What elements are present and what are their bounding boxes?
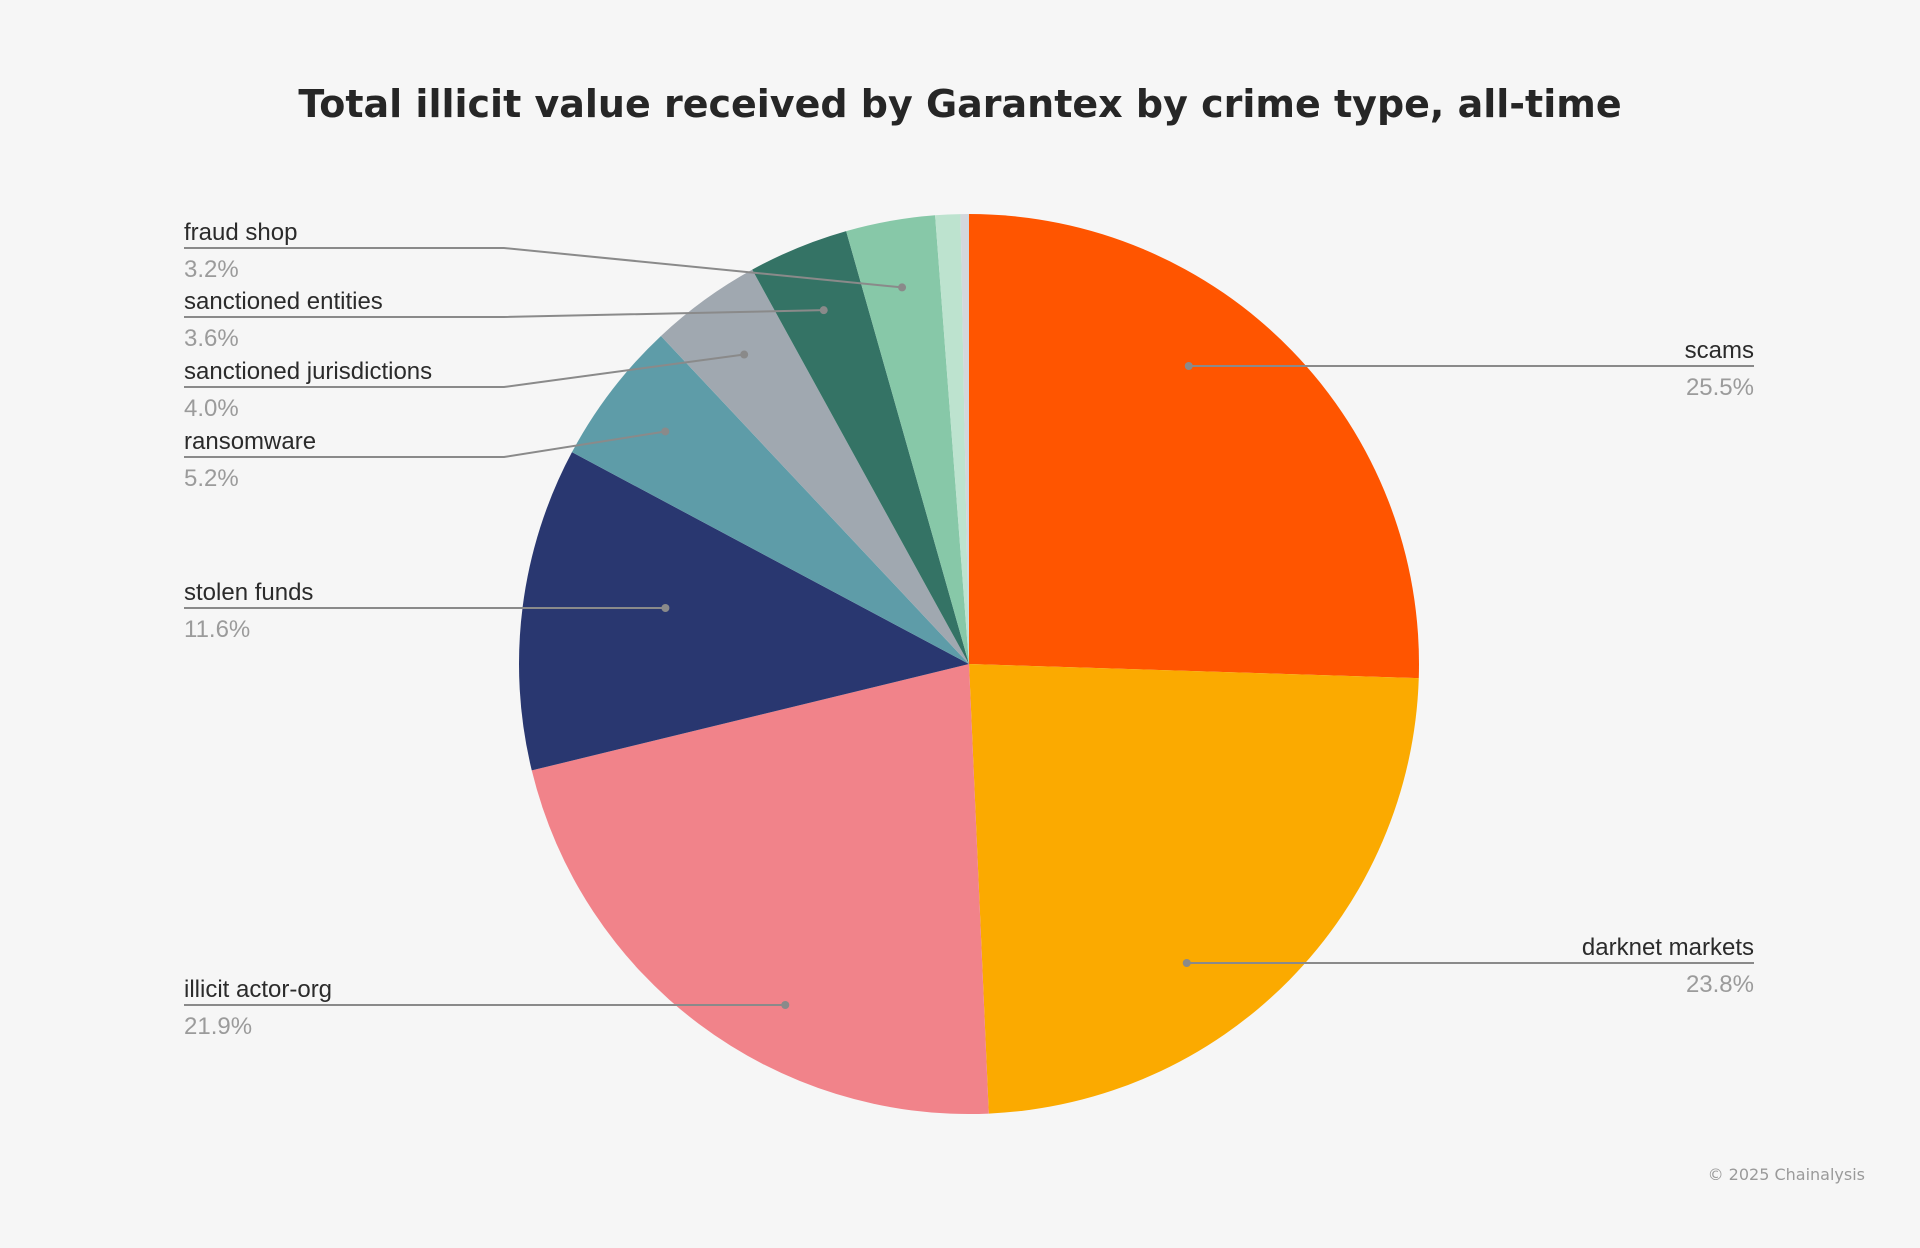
leader-lines <box>184 247 1754 1009</box>
slice-percent-sanctioned-jurisdictions: 4.0% <box>184 395 239 422</box>
slice-percent-sanctioned-entities: 3.6% <box>184 325 239 352</box>
pie-slices <box>519 214 1419 1114</box>
pie-slice-unlabeled-8 <box>935 214 969 664</box>
chart-title: Total illicit value received by Garantex… <box>298 82 1622 126</box>
slice-labels: scams 25.5% darknet markets 23.8% illicit ac… <box>184 219 1754 1040</box>
slice-label-fraud-shop: fraud shop <box>184 219 297 246</box>
slice-label-sanctioned-entities: sanctioned entities <box>184 288 383 315</box>
slice-percent-fraud-shop: 3.2% <box>184 256 239 283</box>
leader-dot-sanctioned-entities <box>819 306 828 315</box>
leader-dot-sanctioned-jurisdictions <box>740 350 749 359</box>
pie-slice-sanctioned-entities <box>752 231 969 664</box>
slice-percent-illicit-actor-org: 21.9% <box>184 1013 252 1040</box>
leader-dot-darknet-markets <box>1182 959 1191 967</box>
pie-slice-unlabeled-9 <box>960 214 969 664</box>
leader-dot-fraud-shop <box>898 283 907 292</box>
pie-slice-scams <box>969 214 1419 679</box>
leader-dot-stolen-funds <box>661 604 670 612</box>
leader-line-sanctioned-jurisdictions <box>184 353 745 388</box>
leader-dot-illicit-actor-org <box>781 1001 790 1009</box>
leader-line-fraud-shop <box>184 247 903 289</box>
pie-slice-ransomware <box>571 335 969 664</box>
pie-slice-stolen-funds <box>519 452 969 771</box>
slice-label-illicit-actor-org: illicit actor-org <box>184 976 332 1003</box>
slice-percent-darknet-markets: 23.8% <box>1686 971 1754 998</box>
pie-slice-illicit-actor-org <box>531 664 989 1114</box>
slice-label-darknet-markets: darknet markets <box>1582 934 1754 961</box>
leader-dot-ransomware <box>661 427 670 436</box>
slice-label-sanctioned-jurisdictions: sanctioned jurisdictions <box>184 358 432 385</box>
slice-label-stolen-funds: stolen funds <box>184 579 313 606</box>
copyright-credit: © 2025 Chainalysis <box>1707 1165 1865 1184</box>
slice-label-ransomware: ransomware <box>184 428 316 455</box>
pie-slice-darknet-markets <box>969 664 1419 1114</box>
slice-percent-ransomware: 5.2% <box>184 465 239 492</box>
leader-line-sanctioned-entities <box>184 309 824 318</box>
slice-percent-stolen-funds: 11.6% <box>184 616 250 643</box>
slice-percent-scams: 25.5% <box>1686 374 1754 401</box>
pie-slice-sanctioned-jurisdictions <box>660 269 969 664</box>
slice-label-scams: scams <box>1685 337 1754 364</box>
leader-line-ransomware <box>184 430 666 458</box>
leader-dot-scams <box>1184 362 1193 370</box>
pie-slice-fraud-shop <box>846 215 969 664</box>
